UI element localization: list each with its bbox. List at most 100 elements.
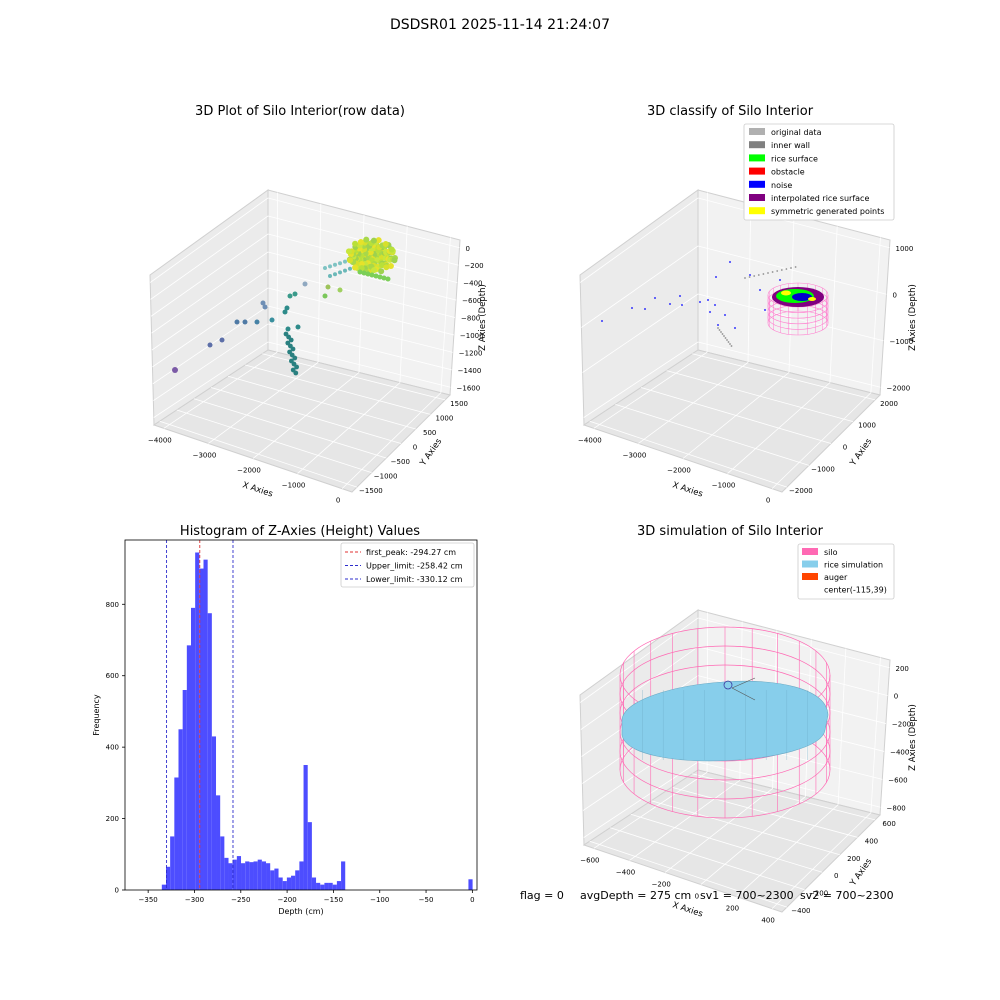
y-axis-label: Y Axies [848,436,875,468]
classify-3d-plot: −4000 −3000 −2000 −1000 0 −2000 −1000 0 1000 2000… [578,123,918,505]
legend-label: Upper_limit: -258.42 cm [366,562,463,571]
grid-y [227,375,416,430]
noise-point [644,308,646,310]
noise-point [699,301,701,303]
y-tick-label: 0 [413,444,417,452]
y-tick-label: 800 [106,601,119,609]
z-tick-label: 0 [466,245,470,253]
raw-point [343,268,347,273]
z-tick-label: −200 [464,262,483,270]
grid-y [193,398,387,459]
x-tick-label: 400 [761,917,774,925]
original-point [724,337,727,339]
original-point [744,277,746,279]
grid-z [267,251,457,301]
grid-y [692,353,876,401]
y-tick-label: 200 [106,815,119,823]
noise-point [601,320,603,322]
legend-swatch [802,573,818,580]
grid-z [582,293,699,373]
raw-point [328,264,332,269]
raw-point [333,272,337,277]
z-tick-label: 1000 [896,245,914,253]
legend-swatch [802,560,818,568]
legend-label: original data [771,128,822,137]
grid-z [151,269,269,351]
y-tick-label: 200 [847,855,860,863]
histogram-bar [207,613,212,890]
z-tick-label: −2000 [887,384,911,392]
raw-point [282,309,288,315]
raw-point [262,304,268,310]
grid-y [159,420,358,488]
raw-point [290,346,296,352]
grid-y [610,827,805,891]
raw-point [373,273,379,279]
grid-y [640,387,832,444]
legend-label: first_peak: -294.27 cm [366,548,456,557]
x-tick-label: −300 [185,896,204,904]
histogram-bar [328,882,333,890]
histogram-bar [311,877,317,890]
legend-label: silo [824,548,838,557]
noise-point [764,309,766,311]
histogram-bar [232,859,237,890]
histogram-bar [220,836,225,890]
x-tick-label: −4000 [148,436,172,444]
histogram-bar [316,882,321,890]
grid-z [580,646,699,730]
legend-swatch [749,207,765,215]
histogram-bar [253,861,258,890]
y-tick-label: −1000 [374,473,398,481]
legend-label: noise [771,181,792,190]
histogram-bar [468,879,473,890]
legend-swatch [749,180,765,188]
raw-point [292,291,298,297]
histogram-bar [178,729,183,890]
histogram-bar [211,736,217,890]
grid-y [692,773,876,821]
raw-point [254,319,260,325]
y-tick-label: −200 [809,890,828,898]
z-tick-label: −1200 [459,349,483,357]
grid-x [829,226,838,383]
raw-point [391,257,398,264]
raw-point [378,268,385,275]
auger-marker [723,680,733,690]
raw-point [333,262,337,267]
raw-point [284,305,290,311]
histogram-bar [295,870,300,890]
x-tick-label: −250 [231,896,250,904]
grid-x [736,804,839,897]
z-tick-label: 0 [894,693,898,701]
histogram-bar [307,822,312,890]
noise-point [724,314,726,316]
original-point [717,327,719,329]
original-point [767,272,769,274]
footer-sv1: sv1 = 700~2300 [700,889,794,902]
y-axis-label: Y Axies [418,436,445,468]
z-axis-label: Z Axies (Depth) [908,704,918,771]
y-tick-label: 0 [115,887,119,895]
z-axis-label: Z Axies (Depth) [478,284,488,351]
histogram-bar [199,568,204,890]
grid-z [697,197,890,249]
legend-swatch [802,548,818,555]
y-tick-label: 1000 [858,422,876,430]
grid-z [697,245,887,295]
noise-point [729,261,731,263]
x-tick-label: −2000 [667,467,691,475]
raw-point [357,269,363,275]
raw-point [285,326,291,332]
original-point [757,274,760,276]
center-axis-line [731,677,756,689]
x-tick-label: 200 [726,905,739,913]
original-point [771,271,774,273]
grid-y [615,403,810,466]
grid-x [629,780,741,861]
grid-x [870,657,881,813]
raw-point [293,370,299,376]
y-tick-label: −1500 [359,487,383,495]
grid-x [747,203,752,363]
y-tick-label: 0 [843,444,847,452]
